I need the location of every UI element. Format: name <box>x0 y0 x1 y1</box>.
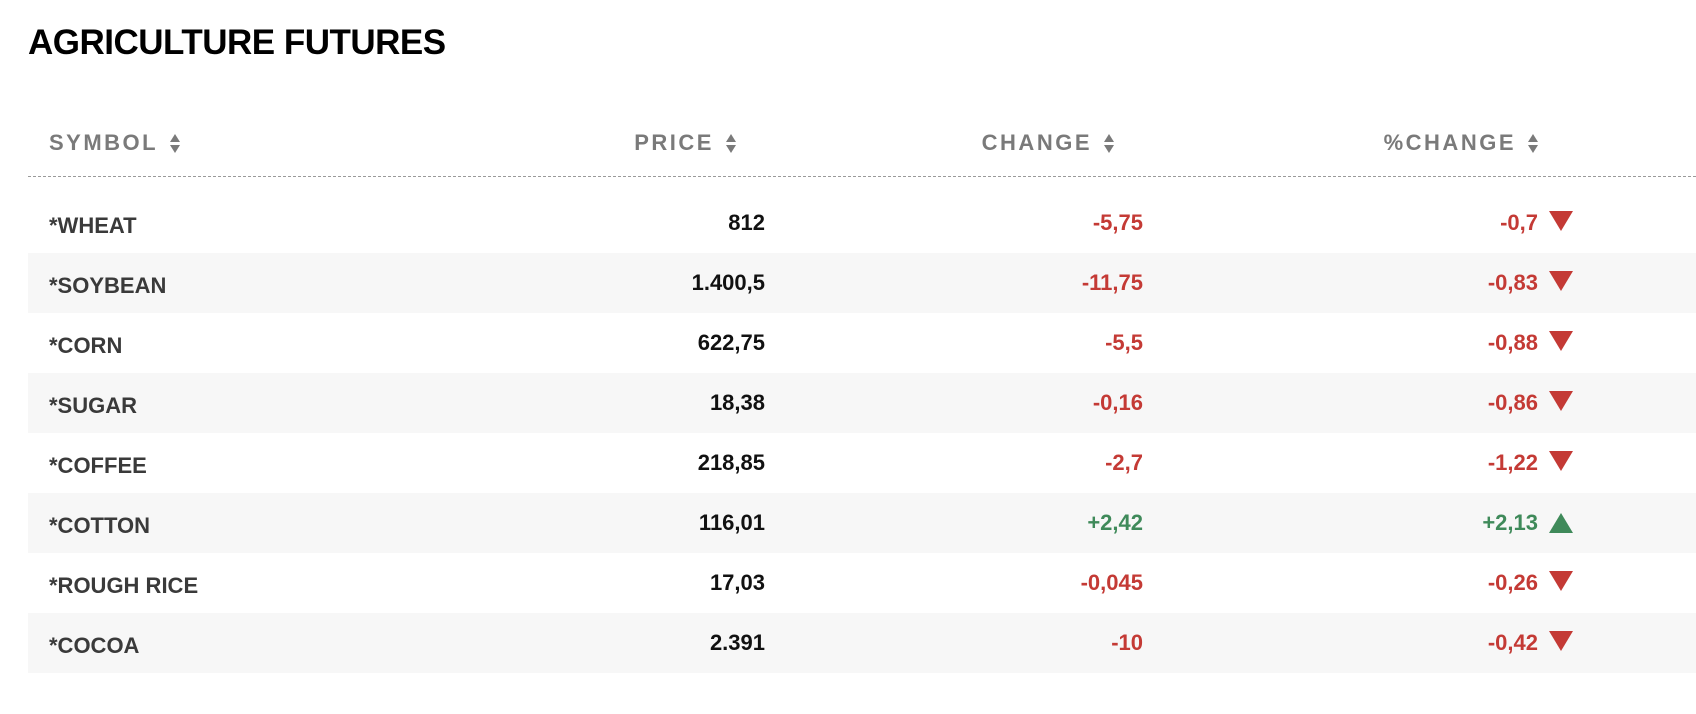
symbol-link[interactable]: *SOYBEAN <box>49 273 167 298</box>
table-row[interactable]: *SOYBEAN 1.400,5 -11,75 -0,83 <box>28 253 1696 313</box>
arrow-up-icon <box>1549 513 1573 533</box>
table-body: *WHEAT 812 -5,75 -0,7 *SOYBEAN 1.400,5 -… <box>28 193 1696 673</box>
symbol-link[interactable]: *CORN <box>49 333 123 358</box>
price-cell: 1.400,5 <box>691 270 765 295</box>
page-title: AGRICULTURE FUTURES <box>28 23 446 62</box>
table-row[interactable]: *COTTON 116,01 +2,42 +2,13 <box>28 493 1696 553</box>
pct-change-cell: -1,22 <box>1487 450 1538 475</box>
table-header: SYMBOL PRICE CHANGE %CHANGE <box>28 108 1696 177</box>
price-cell: 2.391 <box>709 630 765 655</box>
arrow-down-icon <box>1549 451 1573 471</box>
price-cell: 18,38 <box>709 390 765 415</box>
arrow-down-icon <box>1549 391 1573 411</box>
price-cell: 218,85 <box>697 450 765 475</box>
table-row[interactable]: *COCOA 2.391 -10 -0,42 <box>28 613 1696 673</box>
symbol-link[interactable]: *ROUGH RICE <box>49 573 199 598</box>
column-header-pct-change[interactable]: %CHANGE <box>1384 128 1538 158</box>
column-header-change-label: CHANGE <box>981 130 1092 155</box>
column-header-symbol-label: SYMBOL <box>49 130 159 155</box>
change-cell: -0,16 <box>1092 390 1143 415</box>
change-cell: -0,045 <box>1080 570 1143 595</box>
pct-change-cell: -0,83 <box>1487 270 1538 295</box>
change-cell: -10 <box>1111 630 1143 655</box>
symbol-link[interactable]: *COCOA <box>49 633 140 658</box>
column-header-price-label: PRICE <box>634 130 714 155</box>
change-cell: -5,5 <box>1105 330 1143 355</box>
arrow-down-icon <box>1549 271 1573 291</box>
pct-change-cell: -0,88 <box>1487 330 1538 355</box>
pct-change-cell: -0,86 <box>1487 390 1538 415</box>
sort-icon[interactable] <box>170 133 181 153</box>
column-header-symbol[interactable]: SYMBOL <box>49 128 181 158</box>
change-cell: -2,7 <box>1105 450 1143 475</box>
price-cell: 116,01 <box>698 510 765 535</box>
price-cell: 17,03 <box>709 570 765 595</box>
pct-change-cell: -0,26 <box>1487 570 1538 595</box>
arrow-down-icon <box>1549 631 1573 651</box>
arrow-down-icon <box>1549 331 1573 351</box>
table-row[interactable]: *SUGAR 18,38 -0,16 -0,86 <box>28 373 1696 433</box>
table-row[interactable]: *ROUGH RICE 17,03 -0,045 -0,26 <box>28 553 1696 613</box>
sort-icon[interactable] <box>1104 133 1114 153</box>
change-cell: -5,75 <box>1092 210 1143 235</box>
futures-table: SYMBOL PRICE CHANGE %CHANGE *WHEAT 812 -… <box>28 108 1696 673</box>
pct-change-cell: -0,42 <box>1487 630 1538 655</box>
arrow-down-icon <box>1549 211 1573 231</box>
table-row[interactable]: *CORN 622,75 -5,5 -0,88 <box>28 313 1696 373</box>
price-cell: 812 <box>728 210 765 235</box>
symbol-link[interactable]: *SUGAR <box>49 393 138 418</box>
symbol-link[interactable]: *COTTON <box>49 513 151 538</box>
change-cell: -11,75 <box>1081 270 1143 295</box>
sort-icon[interactable] <box>1528 133 1538 153</box>
column-header-pct-change-label: %CHANGE <box>1383 130 1516 155</box>
arrow-down-icon <box>1549 571 1573 591</box>
sort-icon[interactable] <box>726 133 736 153</box>
change-cell: +2,42 <box>1087 510 1143 535</box>
price-cell: 622,75 <box>697 330 765 355</box>
pct-change-cell: +2,13 <box>1482 510 1538 535</box>
symbol-link[interactable]: *COFFEE <box>49 453 147 478</box>
table-row[interactable]: *WHEAT 812 -5,75 -0,7 <box>28 193 1696 253</box>
column-header-change[interactable]: CHANGE <box>982 128 1114 158</box>
table-row[interactable]: *COFFEE 218,85 -2,7 -1,22 <box>28 433 1696 493</box>
symbol-link[interactable]: *WHEAT <box>49 213 137 238</box>
pct-change-cell: -0,7 <box>1500 210 1538 235</box>
column-header-price[interactable]: PRICE <box>634 128 736 158</box>
